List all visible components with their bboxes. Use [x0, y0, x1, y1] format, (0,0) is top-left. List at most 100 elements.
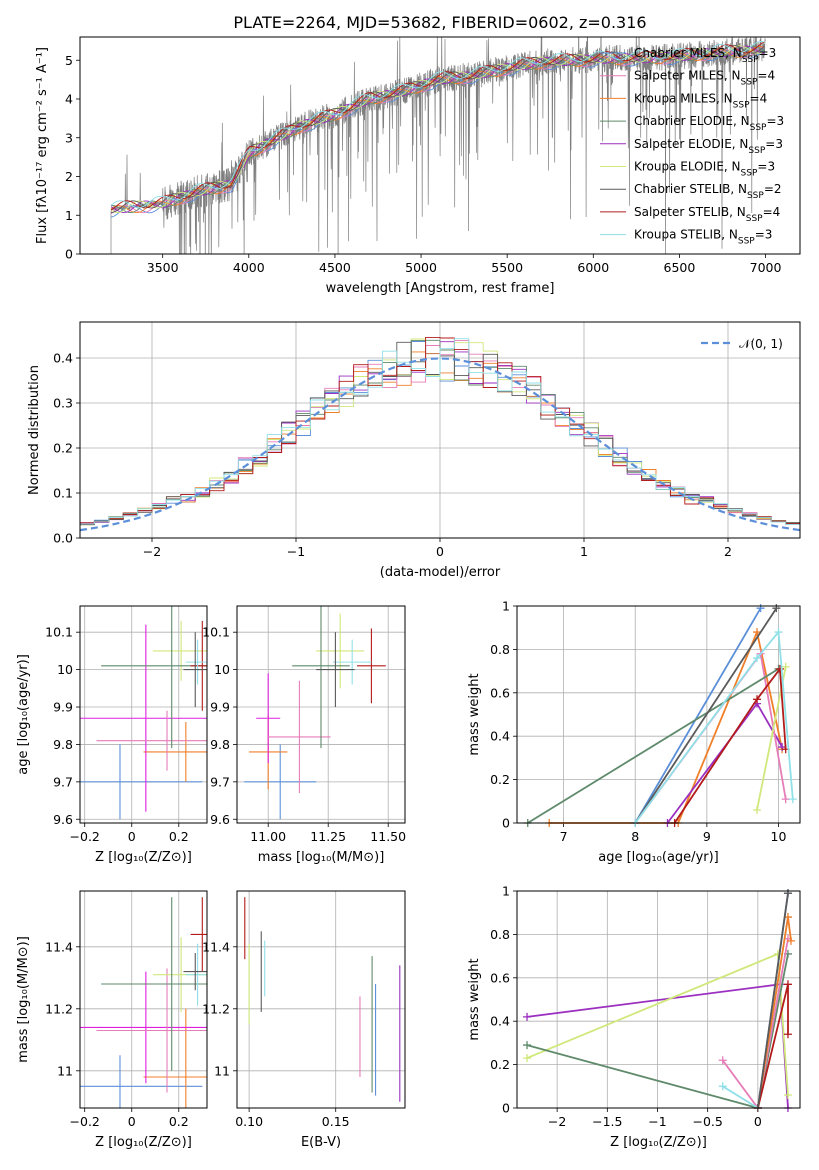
weight-line	[722, 916, 789, 1110]
x-tick-label: −1	[287, 544, 305, 559]
axes-frame	[236, 605, 406, 824]
y-tick-label: 0.2	[53, 441, 73, 456]
x-tick-label: 11.50	[370, 829, 406, 844]
y-axis-label: mass weight	[467, 673, 482, 755]
x-tick-label: 0	[128, 1114, 136, 1129]
weight-marker	[781, 795, 790, 804]
y-tick-label: 11.4	[202, 939, 230, 954]
axes-frame	[79, 605, 208, 824]
weight-marker	[783, 1030, 792, 1039]
x-tick-label: −2	[143, 544, 161, 559]
weight-marker	[775, 664, 784, 673]
y-tick-label: 9.9	[210, 700, 230, 715]
x-tick-label: −0.2	[70, 829, 100, 844]
model-spectrum	[110, 49, 765, 218]
y-axis-label: Normed distribution	[27, 365, 42, 495]
y-tick-label: 0.4	[490, 729, 510, 744]
x-axis-label: Z [log₁₀(Z/Z⊙)]	[610, 1135, 707, 1150]
model-spectrum	[110, 41, 765, 211]
x-axis-label: Z [log₁₀(Z/Z⊙)]	[95, 850, 192, 865]
x-tick-label: 0	[754, 1114, 762, 1129]
x-tick-label: 11.00	[250, 829, 286, 844]
legend-entry: Chabrier MILES, NSSP=3	[634, 46, 776, 65]
weight-marker	[718, 1082, 727, 1091]
y-tick-label: 11.2	[202, 1001, 230, 1016]
weight-line	[634, 607, 762, 824]
weight-marker	[783, 1090, 792, 1099]
x-axis-label: E(B-V)	[301, 1135, 341, 1150]
y-tick-label: 9.7	[210, 774, 230, 789]
axes-frame	[516, 605, 801, 824]
legend-entry: Chabrier ELODIE, NSSP=3	[634, 114, 784, 133]
weight-marker	[756, 604, 765, 613]
x-tick-label: 5000	[405, 260, 437, 275]
y-tick-label: 5	[65, 53, 73, 68]
age-vs-mass-panel: 11.00 11.25 11.50 9.6 9.7 9.8 9.9 10 10.1 mass [l…	[202, 605, 406, 865]
x-tick-label: 0	[128, 829, 136, 844]
y-tick-label: 0.4	[53, 351, 73, 366]
spectrum-legend: Chabrier MILES, NSSP=3 Salpeter MILES, NS…	[600, 46, 784, 247]
y-tick-label: 0.6	[490, 685, 510, 700]
y-tick-label: 11	[214, 1063, 230, 1078]
model-spectrum	[110, 44, 765, 213]
y-tick-label: 0	[502, 1101, 510, 1116]
x-tick-label: 6000	[577, 260, 609, 275]
y-tick-label: 10.1	[45, 625, 73, 640]
x-axis-label: (data-model)/error	[380, 565, 501, 580]
y-tick-label: 1	[65, 208, 73, 223]
legend-entry: Chabrier STELIB, NSSP=2	[634, 182, 782, 201]
weight-vs-Z-panel: −2 −1.5 −1 −0.5 0 0 0.2 0.4 0.6 0.8 1 Z [log₁₀(Z/Z⊙…	[467, 884, 801, 1150]
spectrum-panel: 3500 4000 4500 5000 5500 6000 6500 7000 0 1 2 3 4 5 wa…	[35, 36, 801, 296]
legend-entry: Salpeter MILES, NSSP=4	[634, 69, 775, 88]
legend-entry: Salpeter ELODIE, NSSP=3	[634, 137, 783, 156]
y-tick-label: 0	[502, 816, 510, 831]
x-tick-label: −0.2	[70, 1114, 100, 1129]
y-tick-label: 11	[57, 1063, 73, 1078]
weight-line	[673, 666, 787, 824]
x-tick-label: 0.15	[322, 1114, 350, 1129]
x-tick-label: −1	[648, 1114, 666, 1129]
axes-frame	[79, 36, 801, 255]
weight-line	[757, 893, 789, 1109]
x-tick-label: 7000	[750, 260, 782, 275]
legend-entry: Kroupa ELODIE, NSSP=3	[634, 160, 775, 179]
residual-panel: −2 −1 0 1 2 0.0 0.1 0.2 0.3 0.4 (data-model)/error…	[27, 321, 801, 580]
y-tick-label: 0.6	[490, 970, 510, 985]
y-axis-label: Flux [fλ10⁻¹⁷ erg cm⁻² s⁻¹ A⁻¹]	[35, 47, 50, 244]
y-tick-label: 10	[57, 662, 73, 677]
weight-line	[634, 607, 778, 824]
weight-marker	[783, 980, 792, 989]
y-tick-label: 9.6	[53, 812, 73, 827]
weight-vs-age-panel: 7 8 9 10 0 0.2 0.4 0.6 0.8 1 age [log₁₀(age/yr)] ma…	[467, 599, 801, 865]
weight-line	[527, 668, 779, 824]
x-tick-label: 0.2	[169, 1114, 189, 1129]
weight-marker	[523, 1041, 532, 1050]
y-tick-label: 9.8	[53, 737, 73, 752]
axes-frame	[79, 890, 208, 1109]
y-axis-label: age [log₁₀(age/yr)]	[16, 654, 31, 775]
y-tick-label: 0.8	[490, 642, 510, 657]
x-tick-label: 5500	[491, 260, 523, 275]
y-tick-label: 4	[65, 92, 73, 107]
y-tick-label: 9.7	[53, 774, 73, 789]
weight-marker	[773, 949, 782, 958]
x-tick-label: 0.10	[235, 1114, 263, 1129]
y-tick-label: 0.2	[490, 772, 510, 787]
y-tick-label: 10	[214, 662, 230, 677]
x-tick-label: −1.5	[592, 1114, 622, 1129]
y-tick-label: 3	[65, 130, 73, 145]
x-axis-label: mass [log₁₀(M/M⊙)]	[258, 850, 385, 865]
age-vs-Z-panel: −0.2 0 0.2 9.6 9.7 9.8 9.9 10 10.1 Z [log₁₀(Z/Z⊙)…	[16, 605, 208, 865]
y-tick-label: 11.2	[45, 1001, 73, 1016]
x-tick-label: 4000	[233, 260, 265, 275]
figure-title: PLATE=2264, MJD=53682, FIBERID=0602, z=0…	[233, 13, 646, 32]
residual-histogram	[80, 338, 800, 538]
weight-marker	[523, 1054, 532, 1063]
axes-frame	[79, 321, 801, 539]
weight-line	[634, 629, 794, 824]
normal-legend-label: 𝒩(0, 1)	[739, 337, 783, 351]
x-tick-label: 2	[724, 544, 732, 559]
weight-marker	[753, 695, 762, 704]
model-spectrum	[110, 45, 765, 213]
